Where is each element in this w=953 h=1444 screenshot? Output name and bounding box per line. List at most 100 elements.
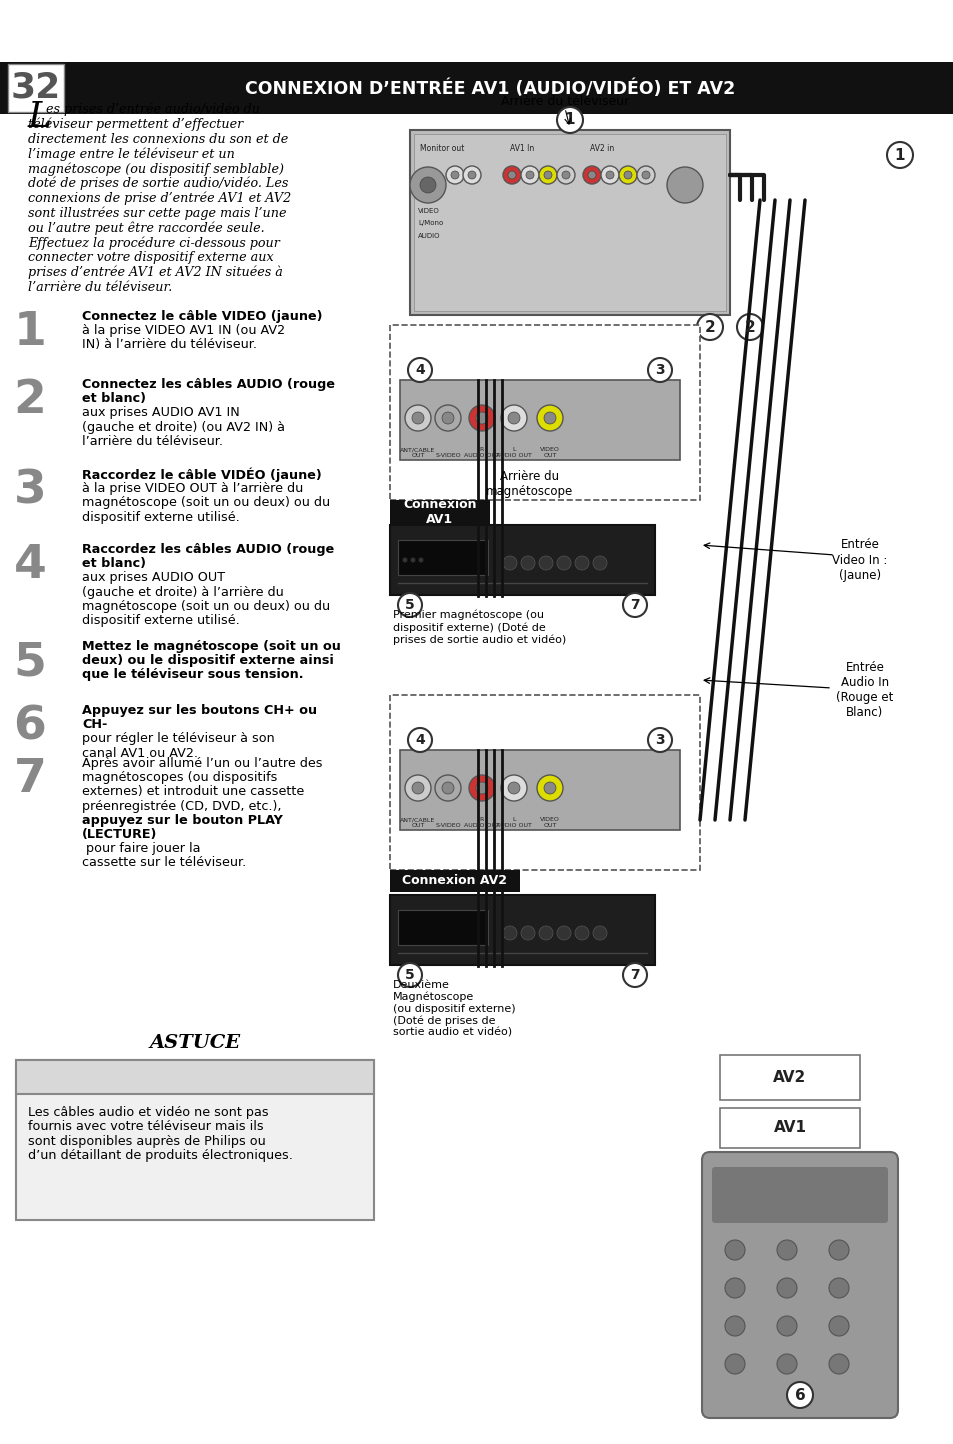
- Text: 5: 5: [405, 598, 415, 612]
- Text: VIDEO: VIDEO: [417, 208, 439, 214]
- Circle shape: [647, 358, 671, 383]
- Text: et blanc): et blanc): [82, 557, 146, 570]
- Text: d’un détaillant de produits électroniques.: d’un détaillant de produits électronique…: [28, 1149, 293, 1162]
- Text: Connexion
AV1: Connexion AV1: [403, 498, 476, 526]
- Bar: [390, 695, 700, 869]
- Circle shape: [623, 170, 631, 179]
- Text: 4: 4: [415, 362, 424, 377]
- Circle shape: [575, 556, 588, 570]
- Circle shape: [786, 1382, 812, 1408]
- Text: CH-: CH-: [82, 718, 108, 731]
- Circle shape: [776, 1315, 796, 1336]
- Bar: [8, 64, 64, 113]
- FancyBboxPatch shape: [701, 1152, 897, 1418]
- Text: R
AUDIO OUT: R AUDIO OUT: [463, 817, 499, 827]
- Text: Mettez le magnétoscope (soit un ou: Mettez le magnétoscope (soit un ou: [82, 640, 340, 653]
- Circle shape: [582, 166, 600, 183]
- Circle shape: [441, 783, 454, 794]
- Text: Premier magnétoscope (ou
dispositif externe) (Doté de
prises de sortie audio et : Premier magnétoscope (ou dispositif exte…: [393, 609, 566, 645]
- Circle shape: [605, 170, 614, 179]
- Text: 4: 4: [415, 734, 424, 747]
- Circle shape: [408, 728, 432, 752]
- Bar: [399, 749, 679, 830]
- Text: cassette sur le téléviseur.: cassette sur le téléviseur.: [82, 856, 246, 869]
- Text: Monitor out: Monitor out: [419, 144, 464, 153]
- Circle shape: [776, 1240, 796, 1261]
- Circle shape: [500, 404, 526, 430]
- Bar: [0, 62, 953, 114]
- Bar: [16, 1060, 374, 1220]
- Circle shape: [557, 166, 575, 183]
- Circle shape: [520, 926, 535, 940]
- Circle shape: [724, 1354, 744, 1375]
- Text: magnétoscope (soit un ou deux) ou du: magnétoscope (soit un ou deux) ou du: [82, 599, 330, 612]
- Text: 1: 1: [13, 310, 47, 355]
- Text: ASTUCE: ASTUCE: [150, 1034, 240, 1053]
- Circle shape: [593, 556, 606, 570]
- Bar: [390, 500, 490, 526]
- Text: Arrière du
magnétoscope: Arrière du magnétoscope: [486, 469, 573, 498]
- Text: magnétoscopes (ou dispositifs: magnétoscopes (ou dispositifs: [82, 771, 277, 784]
- Circle shape: [405, 404, 431, 430]
- Text: Deuxième
Magnétoscope
(ou dispositif externe)
(Doté de prises de
sortie audio et: Deuxième Magnétoscope (ou dispositif ext…: [393, 980, 515, 1038]
- Text: VIDEO
OUT: VIDEO OUT: [539, 448, 559, 458]
- Text: ou l’autre peut être raccordée seule.: ou l’autre peut être raccordée seule.: [28, 221, 264, 235]
- Circle shape: [776, 1278, 796, 1298]
- Text: prises d’entrée AV1 et AV2 IN situées à: prises d’entrée AV1 et AV2 IN situées à: [28, 266, 283, 279]
- Text: ANT/CABLE
OUT: ANT/CABLE OUT: [400, 817, 436, 827]
- Text: L/Mono: L/Mono: [417, 219, 443, 227]
- Text: CONNEXION D’ENTRÉE AV1 (AUDIO/VIDÉO) ET AV2: CONNEXION D’ENTRÉE AV1 (AUDIO/VIDÉO) ET …: [245, 79, 735, 98]
- Circle shape: [412, 783, 423, 794]
- Circle shape: [469, 775, 495, 801]
- Circle shape: [543, 783, 556, 794]
- Circle shape: [397, 963, 421, 988]
- Circle shape: [538, 926, 553, 940]
- Circle shape: [724, 1278, 744, 1298]
- Text: AV1: AV1: [773, 1121, 805, 1135]
- Circle shape: [697, 313, 722, 339]
- Text: 7: 7: [630, 598, 639, 612]
- Circle shape: [412, 412, 423, 425]
- Text: magnétoscope (ou dispositif semblable): magnétoscope (ou dispositif semblable): [28, 162, 284, 176]
- Circle shape: [446, 166, 463, 183]
- Text: aux prises AUDIO OUT: aux prises AUDIO OUT: [82, 572, 225, 585]
- Circle shape: [537, 775, 562, 801]
- Circle shape: [828, 1354, 848, 1375]
- Text: 7: 7: [13, 757, 47, 801]
- Circle shape: [538, 166, 557, 183]
- Bar: [390, 325, 700, 500]
- Text: directement les connexions du son et de: directement les connexions du son et de: [28, 133, 288, 146]
- Circle shape: [666, 168, 702, 204]
- Circle shape: [543, 412, 556, 425]
- Text: externes) et introduit une cassette: externes) et introduit une cassette: [82, 786, 304, 799]
- Text: R
AUDIO OUT: R AUDIO OUT: [463, 448, 499, 458]
- Circle shape: [520, 166, 538, 183]
- Text: AV2: AV2: [773, 1070, 806, 1084]
- Circle shape: [587, 170, 596, 179]
- Circle shape: [828, 1240, 848, 1261]
- Circle shape: [538, 556, 553, 570]
- Text: magnétoscope (soit un ou deux) ou du: magnétoscope (soit un ou deux) ou du: [82, 497, 330, 510]
- Bar: [390, 895, 655, 965]
- Circle shape: [828, 1278, 848, 1298]
- Circle shape: [507, 783, 519, 794]
- Text: Les câbles audio et vidéo ne sont pas: Les câbles audio et vidéo ne sont pas: [28, 1106, 269, 1119]
- Text: Connectez les câbles AUDIO (rouge: Connectez les câbles AUDIO (rouge: [82, 378, 335, 391]
- Circle shape: [402, 557, 407, 563]
- Text: (gauche et droite) à l’arrière du: (gauche et droite) à l’arrière du: [82, 586, 283, 599]
- Circle shape: [600, 166, 618, 183]
- Text: 3: 3: [13, 468, 47, 513]
- Bar: [397, 540, 488, 575]
- Circle shape: [451, 170, 458, 179]
- Circle shape: [557, 556, 571, 570]
- Circle shape: [537, 404, 562, 430]
- Text: 3: 3: [655, 362, 664, 377]
- Circle shape: [737, 313, 762, 339]
- Bar: [720, 1056, 859, 1100]
- Circle shape: [507, 412, 519, 425]
- Circle shape: [647, 728, 671, 752]
- Circle shape: [405, 775, 431, 801]
- Text: l’arrière du téléviseur.: l’arrière du téléviseur.: [28, 280, 172, 293]
- Text: dispositif externe utilisé.: dispositif externe utilisé.: [82, 511, 239, 524]
- Circle shape: [408, 358, 432, 383]
